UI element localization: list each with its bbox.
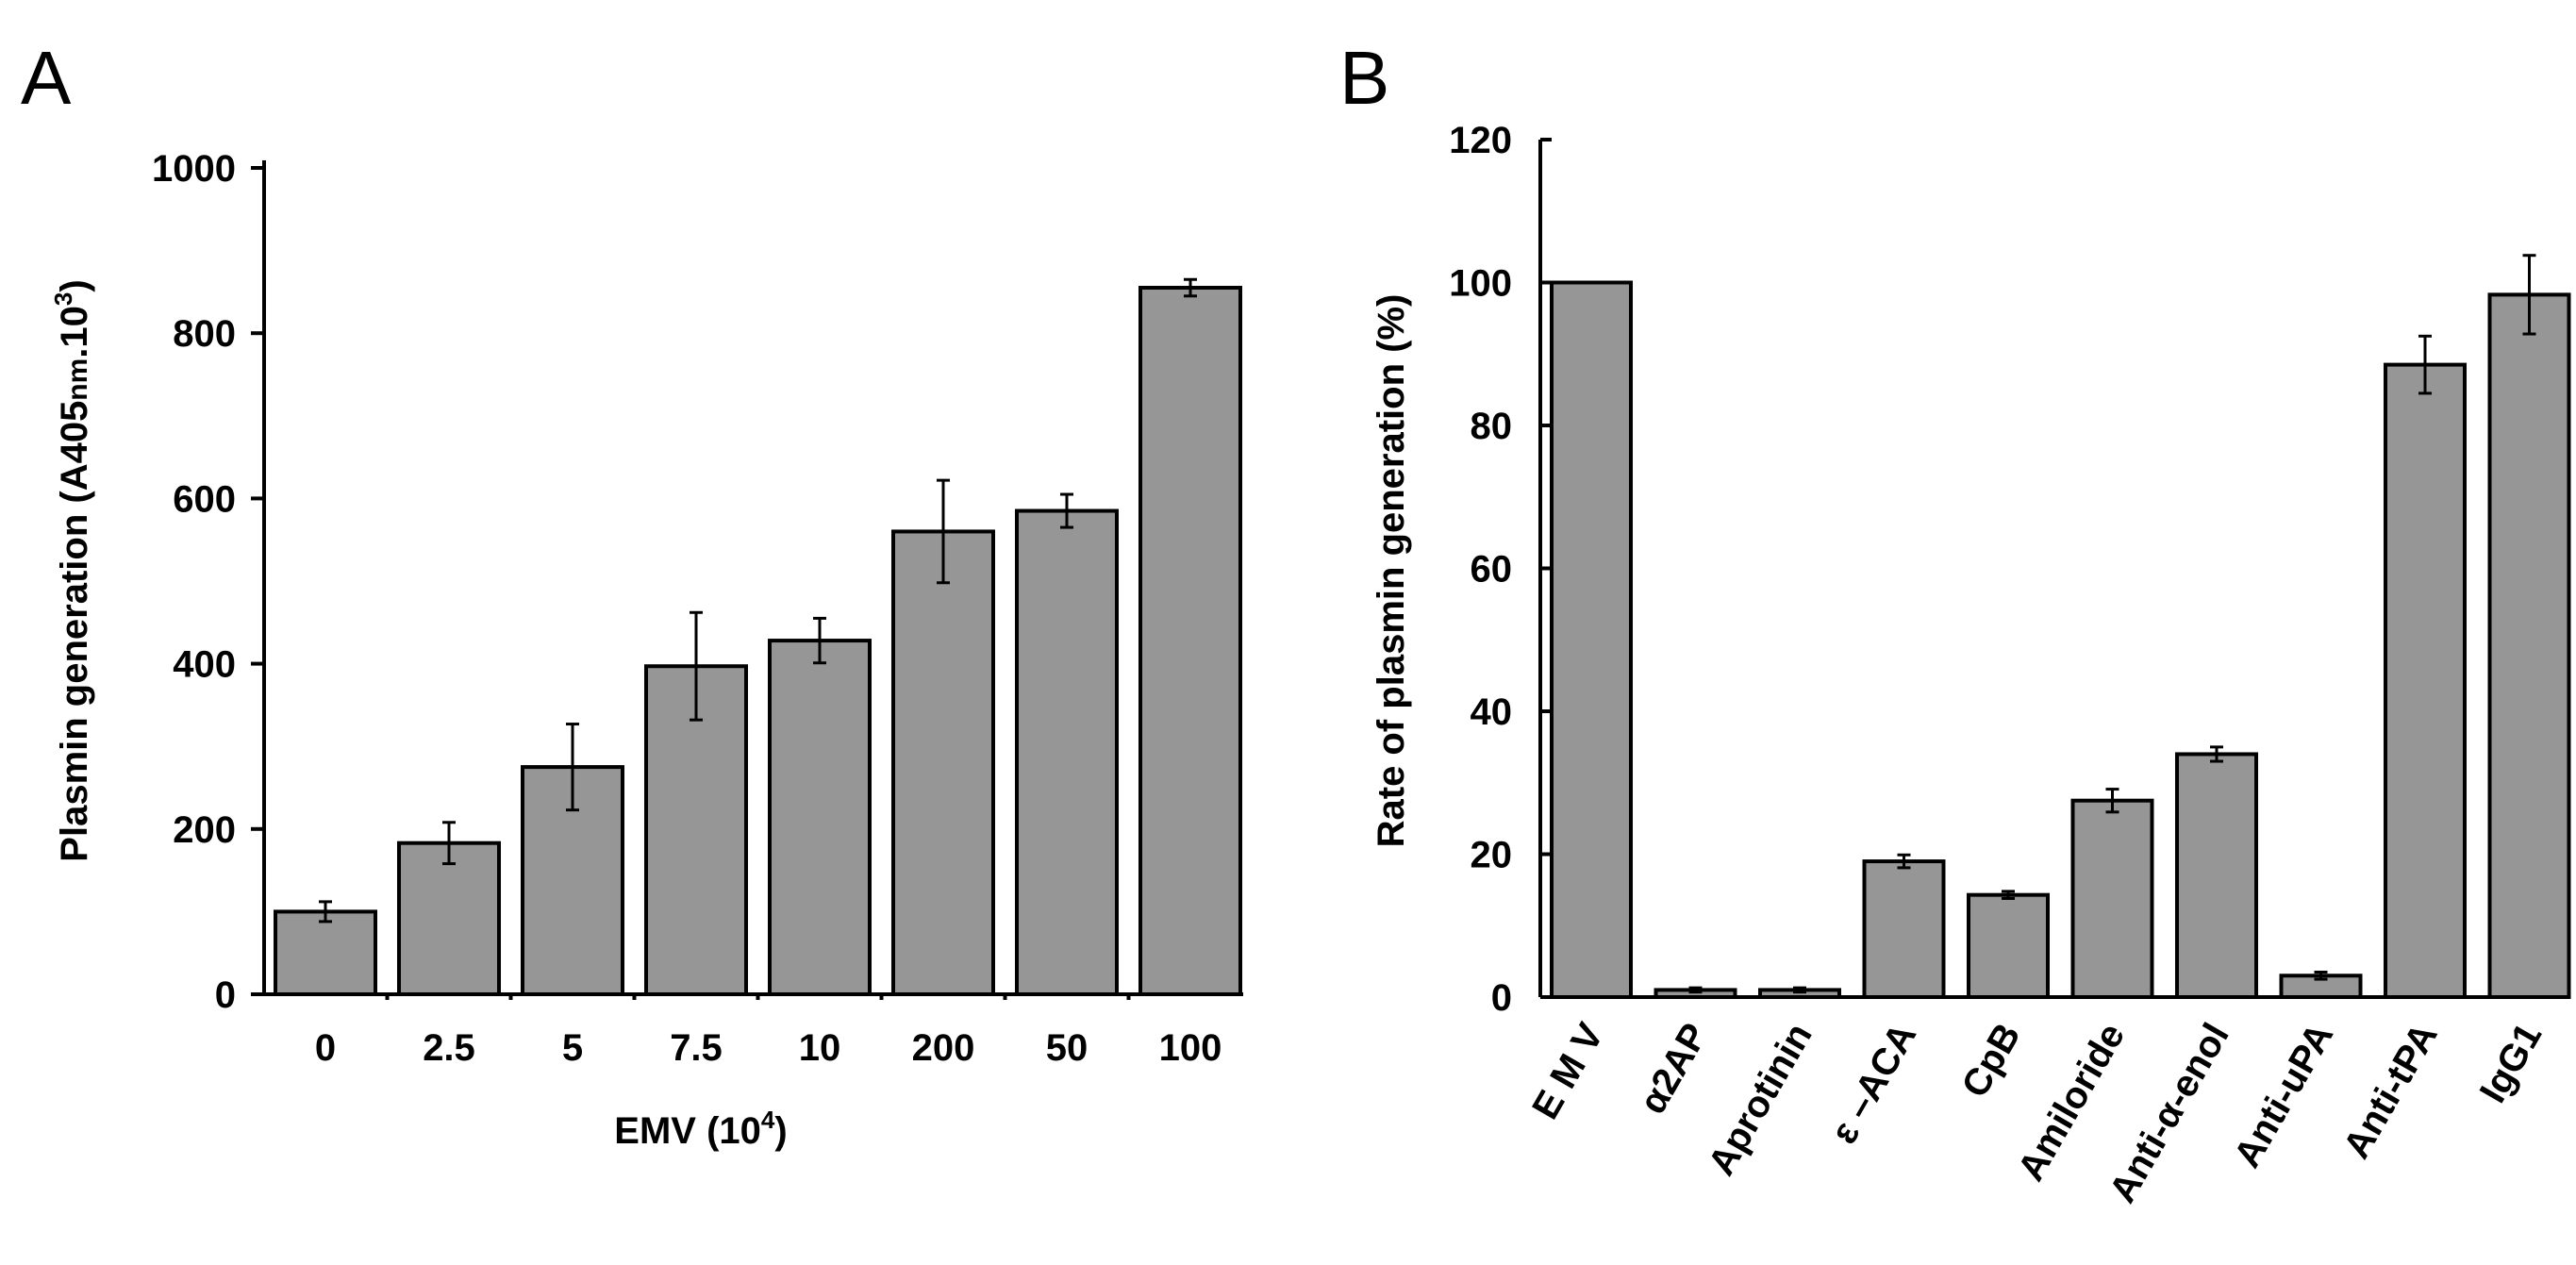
bar-3 bbox=[1862, 859, 1946, 1000]
x-tick-label: 10 bbox=[799, 1027, 841, 1069]
x-tick-label: 200 bbox=[912, 1027, 975, 1069]
bar-50 bbox=[1015, 508, 1119, 996]
y-tick-label: 120 bbox=[1449, 120, 1512, 161]
x-tick-label: 2.5 bbox=[423, 1027, 475, 1069]
panel-b-label: B bbox=[1339, 36, 1389, 120]
bar-9 bbox=[2487, 292, 2571, 999]
x-tick-label: 0 bbox=[315, 1027, 336, 1069]
x-tick-label: Amiloride bbox=[2010, 1017, 2133, 1189]
bar-5 bbox=[2070, 798, 2154, 999]
bar-200 bbox=[891, 529, 995, 996]
x-tick-label: Anti-tPA bbox=[2335, 1017, 2446, 1166]
y-tick-label: 600 bbox=[173, 478, 236, 520]
x-tick-label: ε –ACA bbox=[1823, 1017, 1925, 1151]
y-tick-label: 40 bbox=[1471, 691, 1513, 733]
bar-2.5 bbox=[397, 841, 501, 997]
chart-a: EMV (104) Plasmin generation (A405nm.103… bbox=[49, 148, 1243, 1152]
x-tick-label: Anti-uPA bbox=[2226, 1017, 2341, 1175]
y-tick-label: 0 bbox=[1491, 977, 1512, 1019]
y-tick-label: 60 bbox=[1471, 549, 1513, 591]
y-tick-label: 20 bbox=[1471, 835, 1513, 876]
x-tick-label: Aprotinin bbox=[1701, 1017, 1820, 1183]
y-tick-label: 80 bbox=[1471, 406, 1513, 447]
y-tick-label: 1000 bbox=[152, 148, 236, 190]
y-tick-label: 800 bbox=[173, 313, 236, 355]
x-tick-label: E M V bbox=[1524, 1016, 1612, 1126]
x-tick-label: CpB bbox=[1954, 1017, 2029, 1105]
y-tick-label: 0 bbox=[215, 974, 236, 1016]
bar-6 bbox=[2175, 752, 2258, 999]
y-tick-label: 200 bbox=[173, 809, 236, 851]
x-tick-label: 5 bbox=[562, 1027, 583, 1069]
y-tick-label: 400 bbox=[173, 644, 236, 686]
bar-0 bbox=[1550, 280, 1633, 999]
chart-b-y-axis-title: Rate of plasmin generation (%) bbox=[1371, 294, 1412, 848]
bar-0 bbox=[274, 909, 377, 997]
bar-10 bbox=[768, 639, 872, 997]
bar-4 bbox=[1967, 892, 2050, 999]
x-tick-label: α2AP bbox=[1632, 1017, 1716, 1122]
chart-a-y-axis-title: Plasmin generation (A405nm.103) bbox=[49, 279, 95, 861]
x-tick-label: 50 bbox=[1046, 1027, 1089, 1069]
bar-5 bbox=[521, 765, 624, 996]
x-tick-label: IgG1 bbox=[2472, 1017, 2551, 1110]
bar-100 bbox=[1138, 286, 1242, 996]
x-tick-label: 7.5 bbox=[670, 1027, 723, 1069]
x-tick-label: 100 bbox=[1159, 1027, 1222, 1069]
chart-b: Rate of plasmin generation (%) 0 20 40 60 80… bbox=[1371, 120, 2571, 1209]
bar-8 bbox=[2384, 362, 2467, 999]
panel-a-label: A bbox=[21, 36, 72, 120]
y-tick-label: 100 bbox=[1449, 263, 1512, 305]
chart-a-x-axis-title: EMV (104) bbox=[614, 1106, 787, 1152]
